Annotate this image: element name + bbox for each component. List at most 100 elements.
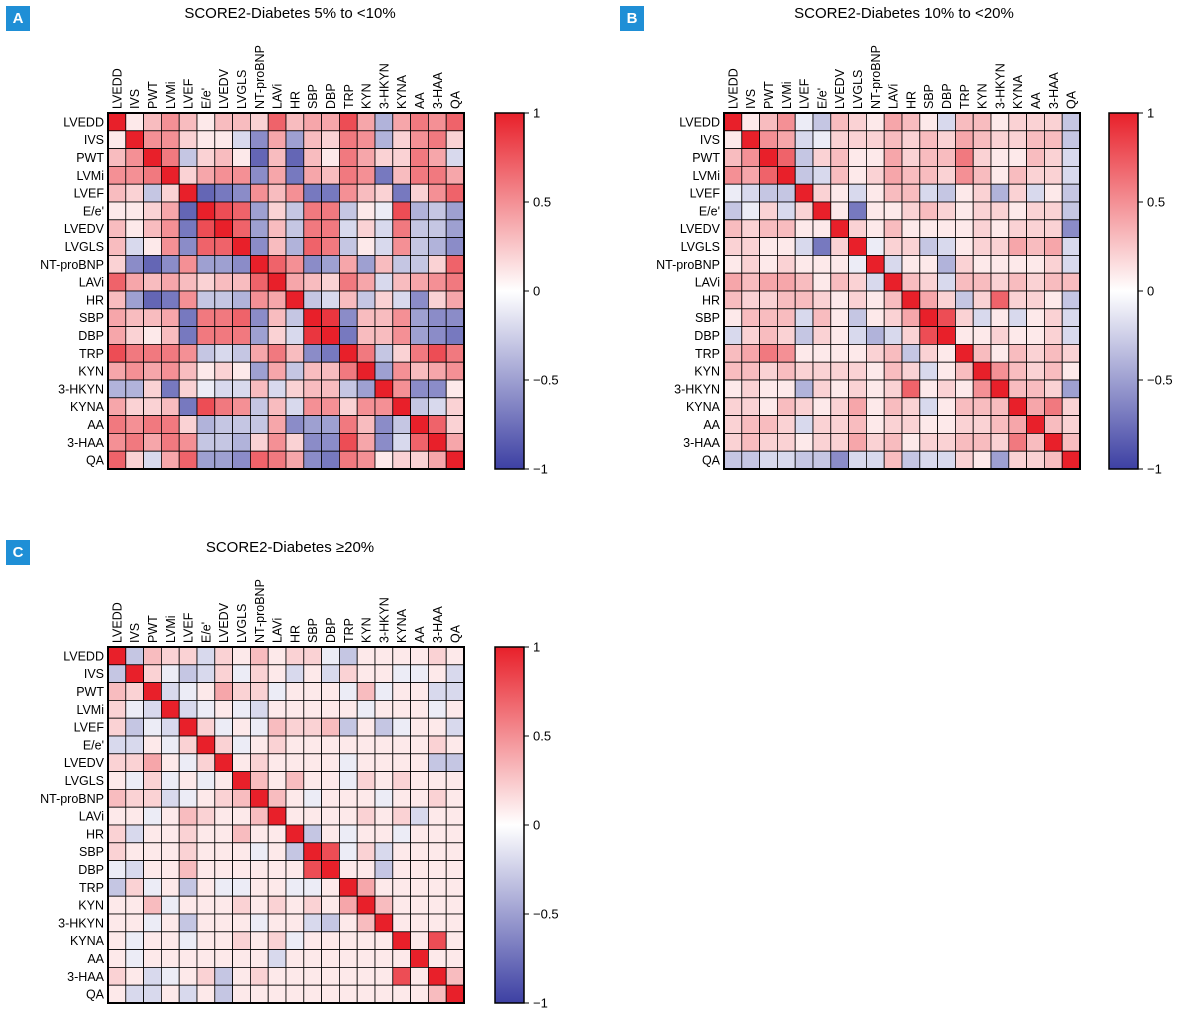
heatmap-cell	[160, 343, 180, 363]
heatmap-cell	[427, 237, 447, 256]
column-label: AA	[413, 92, 427, 109]
heatmap-cell	[143, 664, 162, 684]
heatmap-cell	[125, 201, 145, 221]
heatmap-cell	[338, 931, 358, 950]
heatmap-cell	[427, 877, 447, 897]
heatmap-cell	[107, 112, 127, 132]
heatmap-cell	[919, 165, 938, 185]
heatmap-cell	[1026, 361, 1045, 381]
heatmap-cell	[178, 699, 198, 719]
heatmap-cell	[303, 432, 322, 452]
heatmap-cell	[267, 397, 287, 416]
heatmap-cell	[178, 201, 198, 221]
heatmap-cell	[249, 165, 269, 185]
heatmap-cell	[214, 326, 234, 345]
heatmap-cell	[356, 415, 376, 434]
column-label: PWT	[762, 81, 776, 109]
heatmap-cell	[445, 717, 465, 737]
heatmap-cell	[285, 183, 305, 203]
heatmap-cell	[143, 735, 162, 755]
heatmap-cell	[990, 165, 1010, 185]
heatmap-cell	[812, 308, 832, 327]
heatmap-cell	[143, 112, 162, 132]
heatmap-cell	[125, 219, 145, 239]
heatmap-cell	[427, 682, 447, 701]
heatmap-cell	[830, 165, 850, 185]
row-label: 3-HAA	[683, 436, 720, 450]
heatmap-cell	[160, 664, 180, 684]
heatmap-cell	[178, 397, 198, 416]
heatmap-cell	[954, 254, 974, 274]
heatmap-cell	[954, 343, 974, 363]
heatmap-cell	[794, 361, 814, 381]
heatmap-cell	[214, 646, 234, 666]
heatmap-cell	[374, 148, 394, 167]
heatmap-cell	[990, 290, 1010, 310]
heatmap-cell	[865, 308, 885, 327]
heatmap-cell	[143, 290, 162, 310]
heatmap-cell	[812, 415, 832, 434]
heatmap-cell	[410, 272, 429, 292]
column-label: LAVi	[271, 618, 285, 643]
heatmap-cell	[848, 219, 867, 239]
heatmap-cell	[830, 432, 850, 452]
row-label: LAVi	[79, 276, 104, 290]
heatmap-border	[107, 646, 465, 1004]
heatmap-cell	[160, 931, 180, 950]
heatmap-cell	[830, 397, 850, 416]
row-label: SBP	[79, 845, 104, 859]
heatmap-cell	[741, 272, 761, 292]
heatmap-cell	[741, 308, 761, 327]
column-label: DBP	[324, 83, 338, 109]
heatmap-cell	[285, 130, 305, 150]
heatmap-cell	[919, 326, 938, 345]
heatmap-cell	[249, 877, 269, 897]
heatmap-cell	[901, 183, 921, 203]
heatmap-cell	[445, 735, 465, 755]
row-label: LVGLS	[65, 774, 104, 788]
heatmap-cell	[410, 308, 429, 327]
heatmap-cell	[972, 165, 992, 185]
heatmap-cell	[356, 397, 376, 416]
heatmap-cell	[901, 112, 921, 132]
row-label: LVEF	[690, 187, 721, 201]
heatmap-cell	[883, 415, 903, 434]
heatmap-cell	[267, 966, 287, 986]
heatmap-cell	[830, 201, 850, 221]
heatmap-cell	[267, 308, 287, 327]
heatmap-cell	[427, 735, 447, 755]
heatmap-cell	[356, 183, 376, 203]
heatmap-cell	[445, 842, 465, 861]
heatmap-cell	[321, 165, 340, 185]
heatmap-cell	[776, 254, 796, 274]
heatmap-cell	[160, 201, 180, 221]
heatmap-cell	[427, 931, 447, 950]
heatmap-cell	[392, 272, 411, 292]
heatmap-cell	[143, 201, 162, 221]
heatmap-cell	[865, 254, 885, 274]
heatmap-cell	[267, 148, 287, 167]
heatmap-cell	[741, 237, 761, 256]
heatmap-cell	[285, 646, 305, 666]
heatmap-cell	[445, 450, 465, 470]
heatmap-cell	[776, 201, 796, 221]
colorbar-tick-label: −0.5	[533, 373, 559, 388]
heatmap-cell	[445, 148, 465, 167]
heatmap-cell	[776, 308, 796, 327]
heatmap-cell	[723, 379, 743, 399]
column-label: NT-proBNP	[869, 45, 883, 109]
heatmap-cell	[901, 432, 921, 452]
heatmap-cell	[338, 842, 358, 861]
heatmap-cell	[267, 913, 287, 933]
heatmap-cell	[1026, 183, 1045, 203]
row-label: AA	[87, 952, 104, 966]
heatmap-cell	[125, 326, 145, 345]
heatmap-cell	[723, 326, 743, 345]
heatmap-cell	[990, 130, 1010, 150]
heatmap-cell	[794, 148, 814, 167]
heatmap-cell	[723, 272, 743, 292]
heatmap-cell	[125, 450, 145, 470]
heatmap-cell	[427, 432, 447, 452]
heatmap-cell	[178, 148, 198, 167]
heatmap-cell	[143, 984, 162, 1004]
